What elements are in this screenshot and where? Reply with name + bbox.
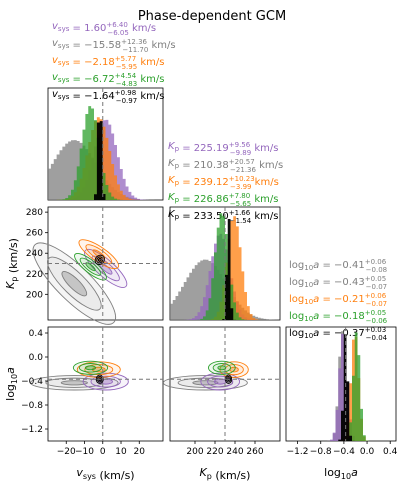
contour-vsys-Kp-black-level-2 [96,256,104,264]
ytick-label-log10a-3: −0.8 [21,401,43,411]
xlabel-loga: log10a [324,466,358,481]
annotation-loga-row-2: log10a = −0.21+0.06 −0.07 [289,292,387,308]
xtick-label-vsys-4: 20 [134,447,146,457]
annotation-loga-row-0: log10a = −0.41+0.06 −0.08 [289,258,387,274]
annotation-kp-row-2: Kp = 239.12+10.23 −3.99 km/s [168,175,279,191]
contour-vsys-log10a-gray-level-3 [60,380,88,386]
xtick-label-Kp-3: 260 [246,447,263,457]
xaxis-Kp: 200 220 240 260 [186,441,264,457]
annotation-vsys-row-4: vsys = −1.64+0.98 −0.97 km/s [52,89,164,105]
ylabel-loga: log10a [4,367,19,401]
ytick-label-Kp-1: 220 [26,270,43,280]
xtick-label-vsys-0: −20 [57,447,76,457]
hist-log10a-black [286,334,396,441]
xtick-label-log10a-1: −0.8 [310,447,332,457]
contour-Kp-log10a-green-level-3 [217,365,227,371]
annotation-vsys-row-2: vsys = −2.18+5.77 −5.95 km/s [52,55,164,71]
xtick-label-log10a-2: −0.4 [333,447,355,457]
annotation-loga-row-4: log10a = −0.37+0.03−0.04 [289,326,388,342]
ytick-label-Kp-0: 200 [26,290,43,300]
panel-frame-vsys-log10a [47,326,164,442]
ytick-label-log10a-1: 0.0 [29,353,44,363]
annotation-kp-row-0: Kp = 225.19+9.56 −9.89 km/s [168,141,278,157]
annotation-kp-row-1: Kp = 210.38+20.57 −21.36 km/s [168,158,283,174]
xlabel-vsys: vsys (km/s) [76,466,134,482]
contour-vsys-Kp-gray-level-2 [47,256,102,311]
xtick-label-vsys-2: 0 [100,447,106,457]
contour-vsys-log10a-green-level-2 [78,363,103,373]
ylabel-kp: Kp (km/s) [4,238,20,289]
histogram-Kp [170,207,280,320]
annotation-vsys-row-1: vsys = −15.58+12.36 −11.70 km/s [52,38,176,54]
xlabel-kp: Kp (km/s) [200,466,251,482]
histogram-vsys [48,88,163,200]
hist-log10a-purple [286,333,396,441]
xtick-label-log10a-4: 0.4 [383,447,398,457]
xaxis-vsys: −20 −10 0 10 20 [57,441,146,457]
xtick-label-Kp-1: 220 [206,447,223,457]
panels: −20 −10 0 10 20 200 220 240 260 −1.2 −0.8 −0.4 0.0 0.… [4,87,398,482]
annotation-kp-row-4: Kp = 233.50+1.66 −1.54 km/s [168,209,278,225]
hist-vsys-orange [48,117,163,200]
ytick-label-Kp-3: 260 [26,229,43,239]
contour-vsys-Kp [32,207,163,325]
xtick-label-log10a-3: 0.0 [360,447,375,457]
contour-Kp-log10a-gray-level-3 [192,380,219,386]
xtick-label-Kp-0: 200 [186,447,203,457]
ytick-label-log10a-4: −1.2 [21,425,43,435]
chart-title: Phase-dependent GCM [138,9,286,24]
xtick-label-vsys-3: 10 [115,447,127,457]
xtick-label-Kp-2: 240 [226,447,243,457]
histogram-log10a [286,327,396,441]
contour-vsys-Kp-green-level-1 [74,252,107,281]
xaxis-log10a: −1.2 −0.8 −0.4 0.0 0.4 [287,441,398,457]
contour-Kp-log10a-purple-level-3 [213,378,227,385]
contour-vsys-log10a [30,327,163,441]
annotation-vsys-row-3: vsys = −6.72+4.54 −4.83 km/s [52,72,164,88]
contour-vsys-Kp-gray-level-3 [61,270,88,297]
xtick-label-log10a-0: −1.2 [287,447,309,457]
ytick-label-Kp-4: 280 [26,208,43,218]
contour-Kp-log10a-green-level-2 [212,363,232,373]
yaxis-Kp: 200 220 240 260 280 [26,208,48,300]
contour-vsys-Kp-black-level-3 [97,258,102,262]
contour-Kp-log10a-green-level-1 [208,360,236,375]
annotation-kp: Kp = 225.19+9.56 −9.89 km/sKp = 210.38+20… [168,141,283,225]
annotation-vsys-row-0: vsys = 1.60+6.40 −6.05 km/s [52,21,156,37]
ytick-label-log10a-2: −0.4 [21,377,43,387]
hist-vsys-green [48,106,163,200]
ytick-label-log10a-0: 0.4 [29,329,44,339]
contour-Kp-log10a [162,327,280,441]
annotation-loga-row-3: log10a = −0.18+0.05 −0.06 [289,309,388,325]
ytick-label-Kp-2: 240 [26,249,43,259]
xtick-label-vsys-1: −10 [75,447,94,457]
annotation-kp-row-3: Kp = 226.86+7.80 −5.65 km/s [168,192,278,208]
contour-vsys-log10a-gray-level-2 [45,377,104,388]
contour-vsys-log10a-green-level-3 [84,365,97,371]
annotation-loga-row-1: log10a = −0.43+0.05 −0.07 [289,275,387,291]
contour-vsys-log10a-green-level-1 [72,360,109,375]
yaxis-log10a: 0.4 0.0 −0.4 −0.8 −1.2 [21,329,48,435]
